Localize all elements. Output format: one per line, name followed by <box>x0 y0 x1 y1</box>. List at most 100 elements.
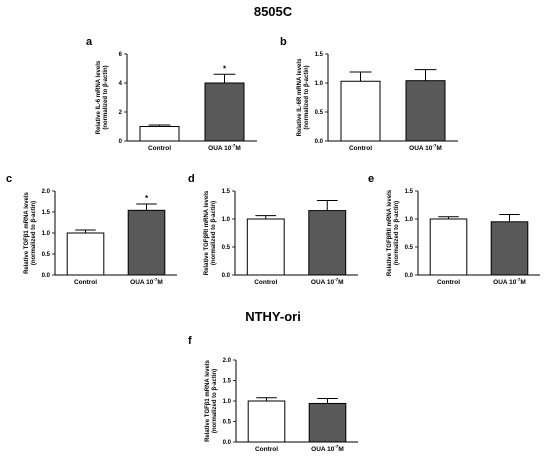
y-axis-label-line: (normalized to β-actin) <box>212 369 218 433</box>
y-tick-label: 1.0 <box>42 231 51 237</box>
y-axis-label-line: Relative TGFβ1 mRNA levels <box>24 191 30 273</box>
y-tick-label: 1.5 <box>222 189 231 195</box>
y-axis-label-line: Relative TGFβRII mRNA levels <box>387 189 393 276</box>
figure-title-nthy-ori: NTHY-ori <box>245 309 301 324</box>
y-tick-label: 6 <box>119 52 123 58</box>
y-tick-label: 0.5 <box>223 420 232 426</box>
y-tick-label: 0.0 <box>223 440 232 446</box>
category-unit: M <box>436 145 441 152</box>
y-tick-label: 1.5 <box>42 210 51 216</box>
y-tick-label: 0.5 <box>315 110 324 116</box>
y-axis-label: Relative TGFβ1 mRNA levels(normalized to… <box>24 191 37 273</box>
y-tick-label: 1.5 <box>223 379 232 385</box>
y-tick-label: 0.0 <box>315 139 324 145</box>
panel-letter-e: e <box>368 173 374 185</box>
y-tick-label: 2 <box>119 110 123 116</box>
chart-panel-d: d 0.0 0.5 1.0 1.5 Relative TGFβRI mRNA levels… <box>188 173 358 286</box>
x-category-label: Control <box>74 279 97 286</box>
bar-control <box>429 218 468 276</box>
category-exponent: -7 <box>334 277 338 282</box>
bar-control <box>66 232 105 276</box>
x-category-label: OUA 10-7M <box>130 277 163 286</box>
chart-panel-f: f 0.0 0.5 1.0 1.5 2.0 Relative TGFβ1 mRNA leve… <box>188 335 358 453</box>
category-unit: M <box>235 145 240 152</box>
x-category-label: OUA 10-7M <box>311 444 344 453</box>
chart-panel-b: b 0.0 0.5 1.0 1.5 Relative IL-6R mRNA levels(… <box>280 36 458 152</box>
x-category-label: OUA 10-7M <box>311 277 344 286</box>
category-exponent: -7 <box>516 277 520 282</box>
x-category-label: Control <box>437 279 460 286</box>
y-axis-label-line: Relative IL-6 mRNA levels <box>96 60 102 134</box>
category-exponent: -7 <box>231 143 235 148</box>
x-category-label: OUA 10-7M <box>208 143 241 152</box>
y-tick-label: 0 <box>119 139 123 145</box>
panel-letter-c: c <box>6 173 12 185</box>
y-tick-label: 1.5 <box>405 189 414 195</box>
y-axis-label-line: Relative TGFβ1 mRNA levels <box>205 359 211 441</box>
y-tick-label: 0.5 <box>222 245 231 251</box>
bar-treatment <box>127 209 166 276</box>
y-axis-label: Relative TGFβ1 mRNA levels(normalized to… <box>205 359 218 441</box>
category-text: OUA 10 <box>409 145 433 152</box>
x-category-label: Control <box>148 145 171 152</box>
category-unit: M <box>157 279 162 286</box>
x-category-label: Control <box>349 145 372 152</box>
y-tick-label: 0.0 <box>222 273 231 279</box>
x-category-label: Control <box>254 279 277 286</box>
category-exponent: -7 <box>334 444 338 449</box>
y-axis-label-line: (normalized to β-actin) <box>394 201 400 265</box>
x-category-label: OUA 10-7M <box>493 277 526 286</box>
y-axis-label: Relative IL-6R mRNA levels(normalized to… <box>297 58 310 136</box>
bar-control <box>246 218 285 276</box>
panel-letter-a: a <box>86 36 93 48</box>
y-tick-label: 1.0 <box>315 81 324 87</box>
category-text: OUA 10 <box>493 279 517 286</box>
y-tick-label: 1.0 <box>405 217 414 223</box>
y-tick-label: 0.5 <box>42 252 51 258</box>
bar-treatment <box>308 402 347 443</box>
y-axis-label: Relative TGFβRI mRNA levels(normalized t… <box>204 190 217 275</box>
significance-marker: * <box>223 64 227 73</box>
category-exponent: -7 <box>153 277 157 282</box>
category-text: OUA 10 <box>130 279 154 286</box>
category-unit: M <box>338 279 343 286</box>
y-axis-label: Relative IL-6 mRNA levels(normalized to … <box>96 60 109 134</box>
y-tick-label: 4 <box>119 81 123 87</box>
bar-treatment <box>204 82 245 142</box>
x-category-label: OUA 10-7M <box>409 143 442 152</box>
y-axis-label-line: (normalized to β-actin) <box>31 201 37 265</box>
bar-control <box>139 126 180 142</box>
category-text: OUA 10 <box>311 279 335 286</box>
bar-control <box>247 400 286 443</box>
significance-marker: * <box>145 194 149 203</box>
panel-letter-f: f <box>188 335 192 347</box>
panel-letter-b: b <box>280 36 287 48</box>
chart-panel-e: e 0.0 0.5 1.0 1.5 Relative TGFβRII mRNA level… <box>368 173 540 286</box>
panel-letter-d: d <box>188 173 195 185</box>
bar-treatment <box>405 80 446 142</box>
y-tick-label: 0.0 <box>405 273 414 279</box>
x-category-label: Control <box>255 446 278 453</box>
category-text: OUA 10 <box>208 145 232 152</box>
category-exponent: -7 <box>432 143 436 148</box>
y-tick-label: 0.0 <box>42 273 51 279</box>
bar-treatment <box>490 221 529 276</box>
y-tick-label: 2.0 <box>42 189 51 195</box>
chart-panel-c: c 0.0 0.5 1.0 1.5 2.0 Relative TGFβ1 mRNA leve… <box>6 173 177 286</box>
y-tick-label: 1.5 <box>315 52 324 58</box>
bar-control <box>340 80 381 142</box>
category-text: OUA 10 <box>311 446 335 453</box>
y-axis-label-line: (normalized to β-actin) <box>211 201 217 265</box>
figure-title-8505c: 8505C <box>254 4 293 19</box>
y-axis-label-line: (normalized to β-actin) <box>103 65 109 129</box>
y-axis-label-line: Relative IL-6R mRNA levels <box>297 58 303 136</box>
category-unit: M <box>338 446 343 453</box>
y-axis-label-line: (normalized to β-actin) <box>304 65 310 129</box>
y-axis-label-line: Relative TGFβRI mRNA levels <box>204 190 210 275</box>
y-tick-label: 0.5 <box>405 245 414 251</box>
y-tick-label: 1.0 <box>223 399 232 405</box>
y-tick-label: 2.0 <box>223 358 232 364</box>
chart-panel-a: a 0 2 4 6 Relative IL-6 mRNA levels(normalize… <box>86 36 257 152</box>
